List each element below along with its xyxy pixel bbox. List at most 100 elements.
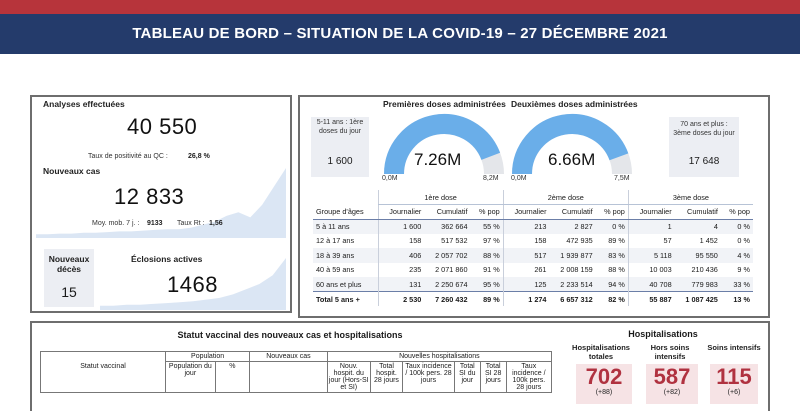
table-cell: 13 % xyxy=(720,291,753,306)
outbreaks-value: 1468 xyxy=(167,272,218,297)
table-cell: 9 % xyxy=(737,265,750,275)
table-cell: 2 250 674 xyxy=(424,277,471,292)
table-cell: 57 xyxy=(627,233,675,248)
table-cell: 10 003 xyxy=(627,262,675,277)
table-cell: 131 xyxy=(377,277,425,292)
table-row: 18 à 39 ans 406 2 057 702 88 % 517 1 939 877 8… xyxy=(313,248,753,263)
hosp-total-delta: (+88) xyxy=(595,389,613,396)
hosp-total-label: Hospitalisations totales xyxy=(572,343,630,361)
gauge2-max: 7,5M xyxy=(614,175,630,182)
status-blank-head xyxy=(39,351,167,362)
table-cell: 89 % xyxy=(608,236,625,246)
table-row: 60 ans et plus 131 2 250 674 95 % 125 2 233 5… xyxy=(313,277,753,292)
table-cell: 0 % xyxy=(720,219,753,234)
seniors-dose-card xyxy=(669,117,739,177)
col-incidence-rate: Taux incidence / 100k pers. 28 jours xyxy=(402,361,455,393)
hosp-icu-value: 115 xyxy=(716,364,752,389)
tests-value: 40 550 xyxy=(127,114,198,139)
hosp-icu-delta: (+6) xyxy=(727,389,741,396)
col-pct-3: % pop xyxy=(720,204,753,220)
table-cell: 95 550 xyxy=(674,248,721,263)
vaccination-table: 1ère dose 2ème dose 3ème dose Groupe d'â… xyxy=(313,190,753,306)
col-cumul-1: Cumulatif xyxy=(424,204,471,220)
gauge1-chart xyxy=(384,114,504,175)
age-group-cell: Total 5 ans + xyxy=(313,291,379,306)
gauge2-value: 6.66M xyxy=(548,150,596,169)
gauge2-chart xyxy=(512,114,632,175)
col-age-group: Groupe d'âges xyxy=(313,204,379,220)
table-cell: 406 xyxy=(377,248,425,263)
col-vax-status: Statut vaccinal xyxy=(39,361,167,393)
moving-average-label: Moy. mob. 7 j. : xyxy=(92,220,140,227)
status-table: Population Nouveaux cas Nouvelles hospit… xyxy=(39,351,553,393)
table-cell: 83 % xyxy=(595,248,629,263)
col-incidence-rate-si: Taux incidence / 100k pers. 28 jours xyxy=(505,361,553,393)
table-cell: 0 % xyxy=(737,236,750,246)
kids-dose-value: 1 600 xyxy=(327,156,353,167)
cases-label: Nouveaux cas xyxy=(43,166,101,176)
hosp-total-value: 702 xyxy=(585,364,623,389)
table-cell: 33 % xyxy=(720,277,753,292)
gauge1-label: Premières doses administrées xyxy=(383,99,506,109)
gauge1-value: 7.26M xyxy=(414,150,462,169)
gauge2-label: Deuxièmes doses administrées xyxy=(511,99,638,109)
table-cell: 94 % xyxy=(595,277,629,292)
seniors-dose-value: 17 648 xyxy=(688,156,720,167)
table-cell: 4 % xyxy=(720,248,753,263)
table-cell: 1 xyxy=(627,219,675,234)
table-cell: 95 % xyxy=(470,277,504,292)
age-group-cell: 18 à 39 ans xyxy=(313,248,379,263)
table-cell: 82 % xyxy=(595,291,629,306)
table-cell: 158 xyxy=(377,233,425,248)
table-cell: 55 % xyxy=(470,219,504,234)
group-dose1: 1ère dose xyxy=(377,190,504,205)
group-dose3: 3ème dose xyxy=(627,190,753,205)
hosp-nonicu-delta: (+82) xyxy=(663,389,681,396)
cases-trend-shape xyxy=(36,168,286,238)
moving-average-value: 9133 xyxy=(147,220,163,227)
col-pop-pct: % xyxy=(214,361,251,393)
table-cell: 2 057 702 xyxy=(424,248,471,263)
hosp-icu-card xyxy=(710,364,758,404)
table-cell: 2 827 xyxy=(549,219,596,234)
table-cell: 472 935 xyxy=(566,236,593,246)
table-cell: 7 260 432 xyxy=(424,291,471,306)
rt-label: Taux Rt : xyxy=(177,220,205,227)
group-dose2: 2ème dose xyxy=(502,190,629,205)
positivity-label: Taux de positivité au QC : xyxy=(88,153,168,160)
table-cell: 235 xyxy=(377,262,425,277)
gauge1-min: 0,0M xyxy=(382,175,398,182)
age-group-cell: 5 à 11 ans xyxy=(313,219,379,234)
table-cell: 1 452 xyxy=(699,236,718,246)
col-total-si-day: Total SI du jour xyxy=(453,361,481,393)
col-daily-2: Journalier xyxy=(502,204,550,220)
table-cell: 4 xyxy=(674,219,721,234)
outbreaks-trend-shape xyxy=(100,258,286,310)
status-group-hosp: Nouvelles hospitalisations xyxy=(326,351,553,362)
col-pct-2: % pop xyxy=(595,204,629,220)
col-pop-day: Population du jour xyxy=(165,361,216,393)
kids-dose-card xyxy=(311,117,369,177)
status-group-population: Population xyxy=(165,351,251,362)
table-cell: 40 708 xyxy=(627,277,675,292)
age-group-cell: 40 à 59 ans xyxy=(316,265,355,275)
table-cell: 261 xyxy=(502,262,550,277)
table-cell: 517 532 xyxy=(441,236,468,246)
outbreaks-trend-area xyxy=(100,258,286,310)
table-corner xyxy=(313,190,378,205)
table-cell: 1 087 425 xyxy=(674,291,721,306)
table-cell: 88 % xyxy=(470,248,504,263)
positivity-value: 26,8 % xyxy=(188,153,210,160)
age-group-cell: 60 ans et plus xyxy=(313,277,379,292)
table-cell: 91 % xyxy=(483,265,500,275)
cases-trend-area xyxy=(36,168,286,238)
kids-dose-label: 5-11 ans : 1ère doses du jour xyxy=(316,119,364,135)
table-cell: 125 xyxy=(502,277,550,292)
table-cell: 213 xyxy=(502,219,550,234)
table-cell: 2 071 860 xyxy=(435,265,468,275)
deaths-value: 15 xyxy=(61,284,77,300)
table-cell: 779 983 xyxy=(674,277,721,292)
status-group-cases: Nouveaux cas xyxy=(249,351,328,362)
table-cell: 89 % xyxy=(470,291,504,306)
table-cell: 6 657 312 xyxy=(549,291,596,306)
